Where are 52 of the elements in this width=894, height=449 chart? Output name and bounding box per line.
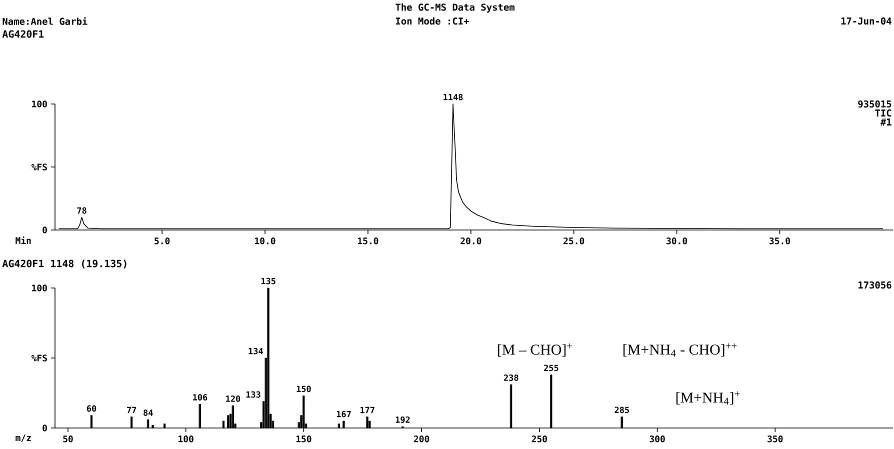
x-tick-label: 30.0 bbox=[666, 238, 688, 244]
y-tick-label: 100 bbox=[32, 100, 47, 108]
x-tick-label: 10.0 bbox=[255, 238, 276, 244]
annotation: [M+NH$_{4}$]$^{+}$ bbox=[676, 391, 740, 405]
y-tick-label: %FS bbox=[31, 164, 47, 170]
text: Name:Anel Garbi bbox=[2, 17, 88, 25]
x-tick-label: 350 bbox=[768, 436, 783, 442]
x-tick-label: 200 bbox=[414, 436, 430, 442]
x-tick-label: 50 bbox=[63, 436, 73, 442]
annotation: 238 bbox=[504, 374, 518, 381]
x-axis-title: m/z bbox=[16, 434, 31, 442]
text: Ion Mode :CI+ bbox=[396, 17, 469, 25]
x-tick-label: 20.0 bbox=[460, 238, 482, 244]
annotation: 84 bbox=[144, 410, 153, 416]
x-tick-label: 25.0 bbox=[564, 238, 584, 244]
annotation: [M+NH$_{4}$ - CHO]$^{++}$ bbox=[623, 343, 737, 357]
annotation: 173056 bbox=[858, 281, 892, 289]
annotation: 1148 bbox=[444, 94, 463, 100]
annotation: 120 bbox=[226, 396, 240, 402]
x-tick-label: 150 bbox=[296, 436, 312, 442]
y-tick-label: %FS bbox=[31, 354, 47, 362]
annotation: 134 bbox=[248, 348, 263, 354]
x-axis-title: Min bbox=[16, 236, 31, 244]
annotation: 177 bbox=[360, 406, 374, 414]
x-tick-label: 250 bbox=[532, 436, 547, 442]
annotation: TIC bbox=[875, 109, 892, 117]
annotation: #1 bbox=[880, 118, 892, 126]
x-tick-label: 35.0 bbox=[770, 238, 790, 244]
annotation: 935015 bbox=[858, 100, 892, 108]
annotation: [M – CHO]$^{+}$ bbox=[498, 343, 572, 357]
annotation: 192 bbox=[396, 416, 410, 423]
x-tick-label: 15.0 bbox=[358, 238, 378, 244]
annotation: 78 bbox=[77, 207, 86, 214]
annotation: 135 bbox=[261, 278, 276, 284]
x-tick-label: 300 bbox=[650, 436, 665, 442]
y-tick-label: 0 bbox=[42, 226, 47, 234]
x-tick-label: 5.0 bbox=[154, 238, 170, 244]
annotation: 167 bbox=[336, 410, 351, 418]
y-tick-label: 100 bbox=[32, 284, 47, 292]
annotation: 150 bbox=[296, 386, 311, 392]
y-tick-label: 0 bbox=[42, 424, 47, 432]
annotation: 77 bbox=[127, 406, 136, 414]
annotation: 255 bbox=[544, 364, 558, 372]
text: The GC-MS Data System bbox=[396, 3, 514, 13]
text: 17-Jun-04 bbox=[841, 17, 892, 25]
x-tick-label: 100 bbox=[178, 436, 194, 442]
annotation: 133 bbox=[246, 391, 260, 398]
annotation: 285 bbox=[614, 406, 630, 414]
annotation: 106 bbox=[193, 394, 208, 400]
annotation: 60 bbox=[86, 405, 96, 412]
chart-title: AG420F1 bbox=[2, 30, 44, 38]
chart-title: AG420F1 1148 (19.135) bbox=[2, 260, 126, 268]
